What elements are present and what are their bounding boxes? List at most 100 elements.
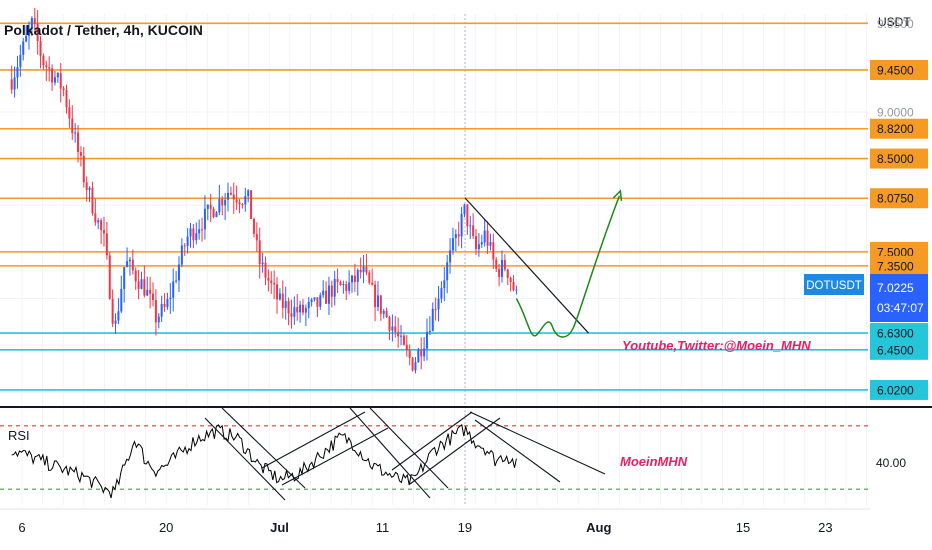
candle-body [198,229,201,234]
candle-body [19,54,22,68]
candle-body [100,220,103,231]
candle-body [351,275,354,283]
price-label-bg [870,59,928,80]
candle-body [22,41,25,55]
candle-body [425,332,428,349]
candle-body [16,67,19,78]
candle-body [39,41,42,56]
candle-body [13,77,16,90]
candle-body [97,220,100,223]
candle-body [120,288,123,312]
candle-body [195,233,198,241]
candle-body [290,313,293,317]
current-price-countdown: 03:47:07 [877,301,924,315]
candle-body [166,299,169,307]
price-label-bg [870,188,928,209]
candle-body [42,55,45,66]
candle-body [149,289,152,294]
candle-body [53,77,56,83]
symbol-badge-bg [804,274,864,295]
candle-body [209,204,212,209]
watermark-text: Youtube,Twitter:@Moein_MHN [622,338,811,353]
candle-body [498,268,501,277]
candle-body [492,242,495,260]
candle-body [183,245,186,247]
time-axis-tick: 11 [376,520,390,535]
candle-body [400,335,403,337]
candles [10,7,518,374]
candle-body [342,284,345,286]
candle-body [180,245,183,265]
candle-body [201,229,204,231]
projection-path [515,189,623,338]
candle-body [405,344,408,351]
candle-body [25,35,28,42]
rsi-trendline [349,407,431,499]
candle-body [307,301,310,309]
candle-body [477,244,480,250]
candle-body [368,272,371,283]
price-axis-label: 7.3500 [877,259,914,273]
trendlines [464,197,589,334]
candle-body [172,281,175,298]
candle-body [85,182,88,190]
candle-body [36,23,39,42]
price-axis-label: 9.4500 [877,63,914,77]
candle-body [391,326,394,331]
candle-body [313,297,316,300]
rsi-trendline [409,417,501,485]
candle-body [88,187,91,190]
candle-body [449,250,452,263]
time-axis-tick: 23 [818,520,832,535]
candle-body [134,270,137,282]
candle-body [443,280,446,289]
price-axis-label: 6.6300 [877,327,914,341]
candle-body [250,190,253,219]
time-axis-tick: 20 [159,520,173,535]
price-axis-label: 9.9500 [877,17,914,31]
candle-body [146,289,149,296]
candle-body [79,152,82,156]
candle-body [356,269,359,282]
candle-body [221,198,224,206]
candle-body [509,277,512,282]
candle-body [382,310,385,314]
candle-body [111,298,114,324]
candle-body [212,208,215,218]
candle-body [506,269,509,278]
candle-body [108,255,111,299]
time-axis-tick: 6 [18,520,25,535]
candle-body [316,297,319,307]
candle-body [224,199,227,206]
candle-body [276,284,279,300]
candle-body [434,308,437,310]
candle-body [388,317,391,331]
candle-body [463,204,466,214]
candle-body [160,304,163,317]
candle-body [362,266,365,273]
candle-body [218,198,221,213]
rsi-author-label: MoeinMHN [620,454,688,469]
projection-arrowhead [612,189,623,201]
candle-body [131,259,134,271]
rsi-trendline [281,427,389,486]
price-axis: 9.95009.45009.00008.82008.50008.07507.50… [870,17,928,400]
candle-body [137,281,140,289]
candle-body [428,330,431,333]
candle-body [420,349,423,357]
rsi-trendline [261,411,366,469]
candle-body [454,234,457,239]
rsi-axis-label: 40.00 [876,456,906,470]
candle-body [397,331,400,337]
candle-body [152,293,155,301]
time-axis-tick: Jul [270,520,289,535]
candle-body [28,28,31,36]
candle-body [365,266,368,273]
candle-body [417,349,420,363]
candle-body [284,301,287,308]
candle-body [304,308,307,313]
candle-body [33,18,36,24]
candle-body [128,259,131,262]
candle-body [163,304,166,307]
